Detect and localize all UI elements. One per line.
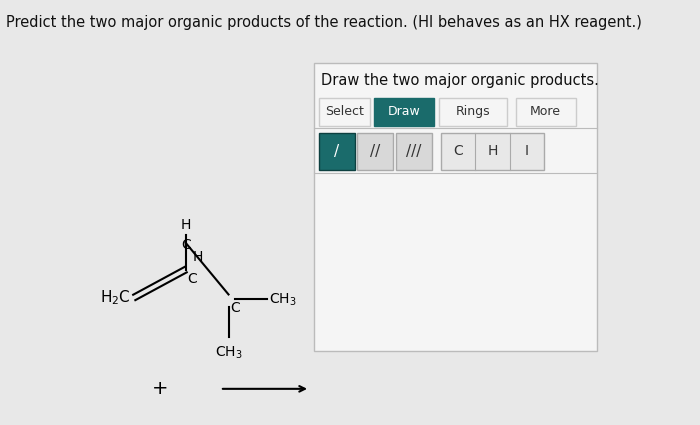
Bar — [318, 133, 354, 170]
Text: CH$_3$: CH$_3$ — [215, 344, 242, 360]
Text: CH$_3$: CH$_3$ — [269, 291, 296, 308]
Bar — [395, 133, 432, 170]
Text: Predict the two major organic products of the reaction. (HI behaves as an HX rea: Predict the two major organic products o… — [6, 15, 641, 30]
Bar — [357, 133, 393, 170]
Bar — [441, 133, 544, 170]
Text: I: I — [525, 144, 528, 159]
Text: H: H — [181, 218, 191, 232]
Text: H$_2$C: H$_2$C — [100, 288, 131, 307]
Text: Draw: Draw — [388, 105, 421, 118]
Text: Draw the two major organic products.: Draw the two major organic products. — [321, 73, 599, 88]
Text: C: C — [230, 301, 240, 315]
Bar — [314, 63, 597, 351]
Text: Select: Select — [325, 105, 364, 118]
Text: H: H — [487, 144, 498, 159]
Text: C: C — [181, 238, 190, 252]
Text: C: C — [454, 144, 463, 159]
Text: ///: /// — [406, 144, 421, 159]
Text: //: // — [370, 144, 380, 159]
Text: +: + — [152, 380, 168, 398]
Text: Rings: Rings — [456, 105, 490, 118]
Bar — [374, 98, 434, 125]
Text: H: H — [193, 249, 203, 264]
Text: C: C — [188, 272, 197, 286]
Bar — [318, 98, 370, 125]
Bar — [516, 98, 575, 125]
Bar — [438, 98, 507, 125]
Text: /: / — [334, 144, 339, 159]
Text: More: More — [530, 105, 561, 118]
